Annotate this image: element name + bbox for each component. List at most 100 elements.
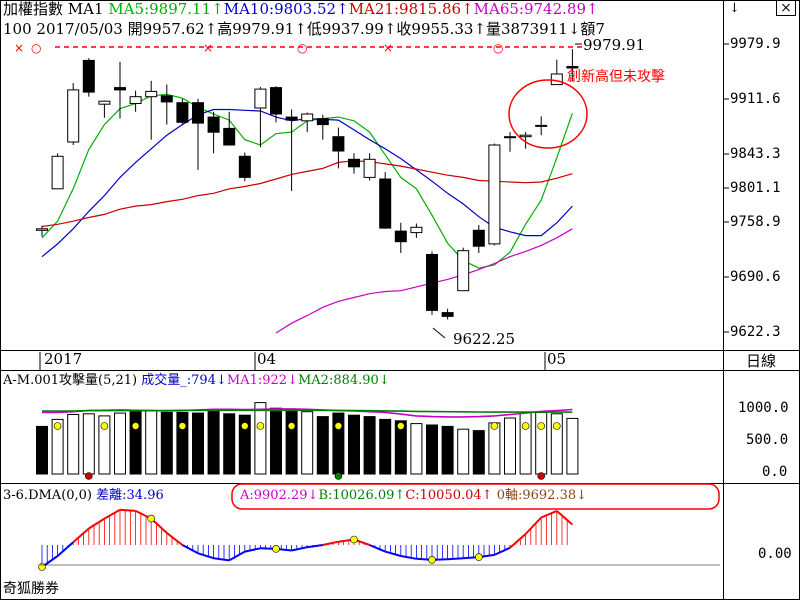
volume-bar xyxy=(192,412,204,475)
dma-line-segment xyxy=(103,508,121,520)
candle-body-up xyxy=(98,100,111,105)
volume-yellow-dot xyxy=(178,422,187,430)
marker-circle-2: ○ xyxy=(297,41,307,55)
volume-bar xyxy=(82,413,95,475)
volume-bar xyxy=(550,413,563,475)
dma-line-segment xyxy=(291,546,308,552)
candlesticks xyxy=(36,49,579,320)
volume-markers xyxy=(53,422,561,480)
candle-body-up xyxy=(550,73,563,86)
dma-title: 3-6.DMA(0,0) xyxy=(3,488,93,503)
volume-bars xyxy=(36,402,579,475)
volume-bar xyxy=(472,430,485,475)
candle xyxy=(394,222,407,253)
volume-bar xyxy=(51,418,64,475)
volume-signal-dot xyxy=(334,472,343,480)
candle xyxy=(426,251,438,315)
dma-line-segment xyxy=(556,510,574,526)
dma-diff: 差離:34.96 xyxy=(96,488,164,503)
candle xyxy=(332,127,345,169)
dma-line-segment xyxy=(56,541,74,557)
volume-ma1-arrow: ↓ xyxy=(287,373,298,388)
volume-tick: 0.0 xyxy=(762,464,788,480)
candle-body-up xyxy=(51,155,64,190)
volume-signal-dot xyxy=(85,472,93,480)
candle xyxy=(441,308,454,320)
candle-body-down xyxy=(82,59,95,93)
volume-bar xyxy=(410,423,423,475)
volume-bar xyxy=(426,424,438,475)
high-price-label: 9979.91 xyxy=(583,36,646,54)
marker-cross-1: × xyxy=(14,41,24,55)
ma21-arrow: ↑ xyxy=(461,0,474,18)
volume-bar xyxy=(441,425,454,475)
dma-b-value: B:10026.09 xyxy=(318,488,395,503)
candle xyxy=(410,223,423,238)
candle xyxy=(379,172,392,229)
dma-line-segment xyxy=(244,547,261,553)
candle-body-up xyxy=(145,90,158,98)
candle-body-down xyxy=(472,229,485,247)
marker-cross-2: × xyxy=(203,41,213,55)
volume-bar xyxy=(98,415,111,475)
dma-panel-header: 3-6.DMA(0,0) 差離:34.96 xyxy=(3,489,164,502)
dma-line-segment xyxy=(493,546,511,556)
volume-yellow-dot xyxy=(53,422,62,430)
price-tick: 9758.9 xyxy=(730,214,781,230)
volume-bar xyxy=(457,428,470,475)
timeframe-label[interactable]: 日線 xyxy=(746,352,777,370)
close-icon[interactable]: × xyxy=(776,0,796,16)
volume-indicator-title: A-M.001攻擊量(5,21) xyxy=(3,373,138,388)
volume-yellow-dot xyxy=(552,422,561,430)
dma-yellow-dot xyxy=(474,553,483,561)
time-label-05: 05 xyxy=(547,350,567,368)
candle xyxy=(176,98,189,125)
ma21-legend: MA21:9815.86 xyxy=(348,0,462,18)
volume-bar xyxy=(535,411,548,475)
ma65-arrow: ↑ xyxy=(586,0,599,18)
candle-body-down xyxy=(441,312,454,317)
candle-body-down xyxy=(332,136,345,152)
dma-line-segment xyxy=(540,509,558,519)
time-label-2017: 2017 xyxy=(44,350,83,368)
dma-line-segment xyxy=(228,550,246,562)
candle xyxy=(270,86,282,123)
ma10-legend: MA10:9803.52 xyxy=(223,0,337,18)
volume-bar xyxy=(238,414,251,475)
dma-line-segment xyxy=(197,552,214,560)
dma-line-segment xyxy=(524,516,542,535)
chart-header: 加權指數 MA1 MA5:9897.11↑MA10:9803.52↑MA21:9… xyxy=(3,2,599,17)
dma-yellow-dot xyxy=(147,514,155,523)
dma-yellow-dot xyxy=(272,545,280,553)
marker-cross-3: × xyxy=(383,41,393,55)
candle xyxy=(348,153,360,174)
candle xyxy=(192,98,204,170)
candle xyxy=(457,247,470,292)
candle xyxy=(238,152,251,182)
volume-yellow-dot xyxy=(537,422,546,430)
price-tick: 9911.6 xyxy=(730,91,781,107)
candle xyxy=(301,112,314,133)
volume-value: 成交量_:794 xyxy=(141,373,216,388)
candle xyxy=(488,143,501,246)
ma-line-ma21 xyxy=(41,160,573,228)
callout-circle xyxy=(508,79,588,149)
dma-line-segment xyxy=(322,540,339,546)
candle-body-down xyxy=(270,87,282,115)
dma-line-segment xyxy=(384,550,402,557)
volume-bar xyxy=(145,410,158,475)
marker-circle-1: ○ xyxy=(31,41,41,55)
volume-ma-lines xyxy=(42,408,573,418)
time-label-04: 04 xyxy=(257,350,277,368)
candle-body-down xyxy=(238,155,251,178)
candle-body-down xyxy=(114,87,126,91)
candle-body-up xyxy=(254,88,267,109)
dma-line-segment xyxy=(307,544,323,549)
ma5-arrow: ↑ xyxy=(211,0,224,18)
candle xyxy=(223,111,236,146)
volume-yellow-dot xyxy=(256,422,265,430)
scroll-down-icon[interactable]: ↓ xyxy=(729,1,740,16)
ma65-legend: MA65:9742.89 xyxy=(473,0,587,18)
candle xyxy=(36,225,48,237)
candle-body-down xyxy=(348,158,360,168)
